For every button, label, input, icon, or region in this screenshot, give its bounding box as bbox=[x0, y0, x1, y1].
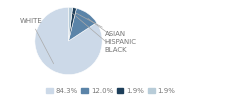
Wedge shape bbox=[35, 7, 102, 75]
Legend: 84.3%, 12.0%, 1.9%, 1.9%: 84.3%, 12.0%, 1.9%, 1.9% bbox=[43, 85, 178, 96]
Wedge shape bbox=[68, 8, 77, 41]
Text: BLACK: BLACK bbox=[72, 13, 127, 53]
Text: HISPANIC: HISPANIC bbox=[88, 18, 137, 45]
Wedge shape bbox=[68, 8, 97, 41]
Wedge shape bbox=[68, 7, 72, 41]
Text: WHITE: WHITE bbox=[20, 18, 54, 64]
Text: ASIAN: ASIAN bbox=[76, 13, 126, 37]
